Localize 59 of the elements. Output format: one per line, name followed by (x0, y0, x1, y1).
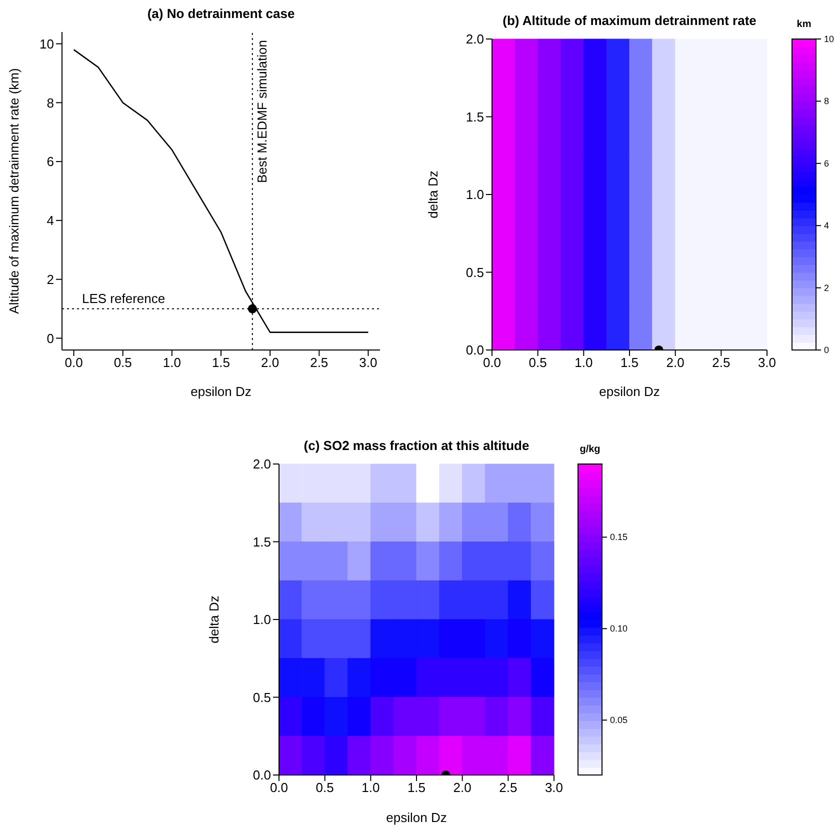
x-axis-title: epsilon Dz (190, 384, 252, 399)
y-axis-title: delta Dz (206, 596, 222, 644)
color-bar-title: km (796, 19, 812, 30)
y-tick-label: 0.0 (466, 342, 484, 358)
color-bar-label: 4 (824, 220, 830, 231)
y-tick-label: 1.0 (252, 612, 271, 628)
y-tick-label: 0.5 (252, 690, 271, 705)
color-bar-label: 0.05 (610, 715, 628, 726)
ref-line-label: Best M.EDMF simulation (254, 40, 270, 184)
x-tick-label: 2.5 (499, 780, 518, 796)
y-tick-label: 4 (46, 213, 54, 228)
x-tick-label: 2.0 (666, 355, 684, 370)
x-tick-label: 1.5 (407, 780, 426, 796)
scale-bar: 0 2 4 6 8 10 km (792, 19, 834, 355)
color-bar-title: g/kg (580, 444, 600, 455)
color-bar-label: 0 (824, 345, 830, 355)
y-tick-label: 2.0 (466, 32, 484, 47)
x-tick-label: 0.0 (270, 780, 288, 796)
y-tick-label: 6 (46, 154, 54, 170)
color-bar-label: 8 (824, 96, 830, 106)
y-tick-label: 0 (46, 330, 54, 346)
y-tick-label: 1.0 (466, 187, 484, 202)
x-tick-label: 3.0 (544, 780, 564, 796)
color-bar-label: 10 (824, 34, 834, 44)
x-tick-label: 3.0 (758, 355, 776, 370)
y-tick-label: 1.5 (466, 109, 484, 124)
ref-line-label: LES reference (82, 290, 166, 306)
x-tick-label: 0.0 (64, 355, 83, 370)
y-axis-title: delta Dz (426, 170, 441, 218)
x-tick-label: 1.5 (212, 355, 230, 370)
y-tick-label: 0.5 (466, 264, 484, 280)
color-bar-label: 0.15 (610, 532, 628, 542)
y-tick-label: 8 (46, 95, 54, 110)
chart-title: (b) Altitude of maximum detrainment rate (502, 13, 756, 28)
color-bar-label: 2 (824, 282, 830, 293)
x-tick-label: 1.0 (162, 355, 181, 370)
chart-title: (a) No detrainment case (146, 6, 296, 21)
y-tick-label: 10 (40, 36, 54, 52)
x-tick-label: 0.0 (482, 355, 502, 370)
x-axis-title: epsilon Dz (386, 810, 447, 825)
x-tick-label: 0.5 (316, 780, 334, 796)
x-tick-label: 1.0 (362, 780, 380, 796)
color-bar-label: 6 (824, 158, 830, 168)
x-tick-label: 0.5 (528, 355, 547, 370)
chart-title: (c) SO2 mass fraction at this altitude (304, 438, 530, 453)
x-tick-label: 2.5 (712, 355, 730, 370)
x-tick-label: 0.5 (114, 355, 132, 370)
y-axis-title: Altitude of maximum detrainment rate (km) (6, 68, 22, 314)
x-tick-label: 1.0 (574, 355, 593, 370)
x-tick-label: 1.5 (620, 355, 639, 370)
y-tick-label: 2 (46, 272, 54, 287)
x-axis-title: epsilon Dz (599, 384, 660, 399)
x-tick-label: 2.5 (310, 355, 328, 370)
x-tick-label: 2.0 (453, 780, 472, 796)
y-tick-label: 2.0 (252, 456, 271, 472)
color-bar-label: 0.10 (610, 624, 628, 634)
x-tick-label: 3.0 (359, 355, 378, 370)
y-tick-label: 1.5 (252, 534, 271, 550)
y-tick-label: 0.0 (252, 768, 271, 783)
